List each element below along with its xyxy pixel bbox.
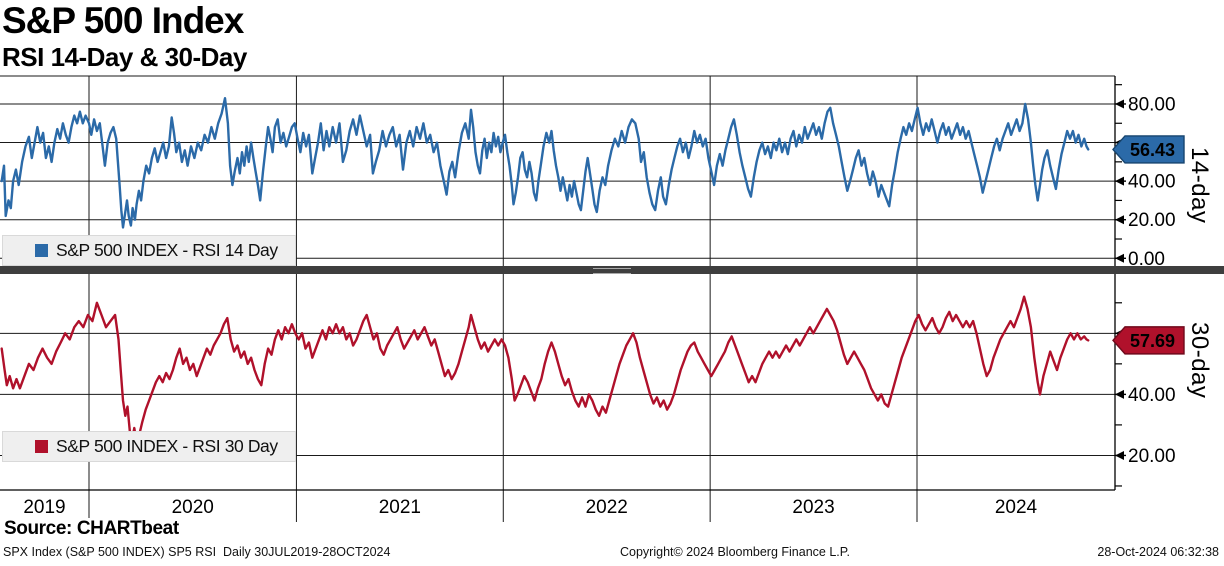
y-tick-label: 40.00 <box>1128 172 1176 193</box>
y-tick-label: 80.00 <box>1128 94 1176 115</box>
last-value-label: 57.69 <box>1130 331 1175 351</box>
page-title: S&P 500 Index <box>2 0 244 41</box>
x-year-label: 2024 <box>995 497 1038 518</box>
panel-resize-divider[interactable] <box>0 266 1224 274</box>
rsi-30day-swatch-icon <box>35 440 48 453</box>
source-label: Source: CHARTbeat <box>4 518 179 540</box>
y-tick-label: 40.00 <box>1128 385 1176 406</box>
y-tick-arrow-icon <box>1115 389 1124 399</box>
y-tick-arrow-icon <box>1115 176 1124 186</box>
x-year-label: 2022 <box>586 497 628 518</box>
y-tick-arrow-icon <box>1115 253 1124 263</box>
y-tick-arrow-icon <box>1115 215 1124 225</box>
ticker-description: SPX Index (S&P 500 INDEX) SP5 RSI Daily … <box>3 545 391 559</box>
last-value-tag <box>1112 326 1185 355</box>
axis-title-14day: 14-day <box>1186 147 1213 224</box>
y-tick-label: 20.00 <box>1128 446 1176 467</box>
y-tick-label: 20.00 <box>1128 210 1176 231</box>
axis-title-30day: 30-day <box>1186 322 1213 399</box>
x-year-label: 2019 <box>23 497 65 518</box>
legend-rsi-30day-label: S&P 500 INDEX - RSI 30 Day <box>56 436 278 456</box>
x-year-label: 2020 <box>172 497 214 518</box>
x-year-label: 2021 <box>379 497 421 518</box>
rsi-14day-swatch-icon <box>35 244 48 257</box>
series-line-rsi14 <box>0 96 1090 229</box>
timestamp: 28-Oct-2024 06:32:38 <box>1097 545 1219 559</box>
page-subtitle: RSI 14-Day & 30-Day <box>2 42 247 72</box>
series-line-rsi30 <box>0 295 1090 445</box>
legend-rsi-14day-label: S&P 500 INDEX - RSI 14 Day <box>56 240 278 260</box>
last-value-tag <box>1112 135 1185 164</box>
y-tick-label: 0.00 <box>1128 249 1165 270</box>
x-year-label: 2023 <box>792 497 834 518</box>
copyright-notice: Copyright© 2024 Bloomberg Finance L.P. <box>620 545 850 559</box>
footer-info-row: SPX Index (S&P 500 INDEX) SP5 RSI Daily … <box>0 545 1224 563</box>
y-tick-arrow-icon <box>1115 450 1124 460</box>
y-tick-arrow-icon <box>1115 99 1124 109</box>
legend-rsi-14day[interactable]: S&P 500 INDEX - RSI 14 Day <box>2 235 296 266</box>
divider-grip-icon <box>593 268 631 274</box>
legend-rsi-30day[interactable]: S&P 500 INDEX - RSI 30 Day <box>2 431 296 462</box>
last-value-label: 56.43 <box>1130 140 1175 160</box>
